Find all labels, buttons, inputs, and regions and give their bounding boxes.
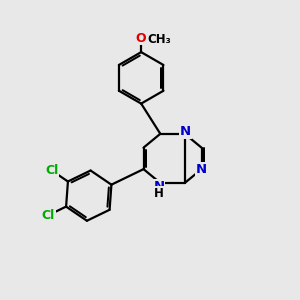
Text: H: H [154,187,164,200]
Text: Cl: Cl [42,209,55,222]
Text: N: N [153,180,164,193]
Text: N: N [196,163,207,176]
Text: Cl: Cl [45,164,58,177]
Text: O: O [136,32,146,45]
Text: N: N [180,125,191,138]
Text: CH₃: CH₃ [147,33,171,46]
